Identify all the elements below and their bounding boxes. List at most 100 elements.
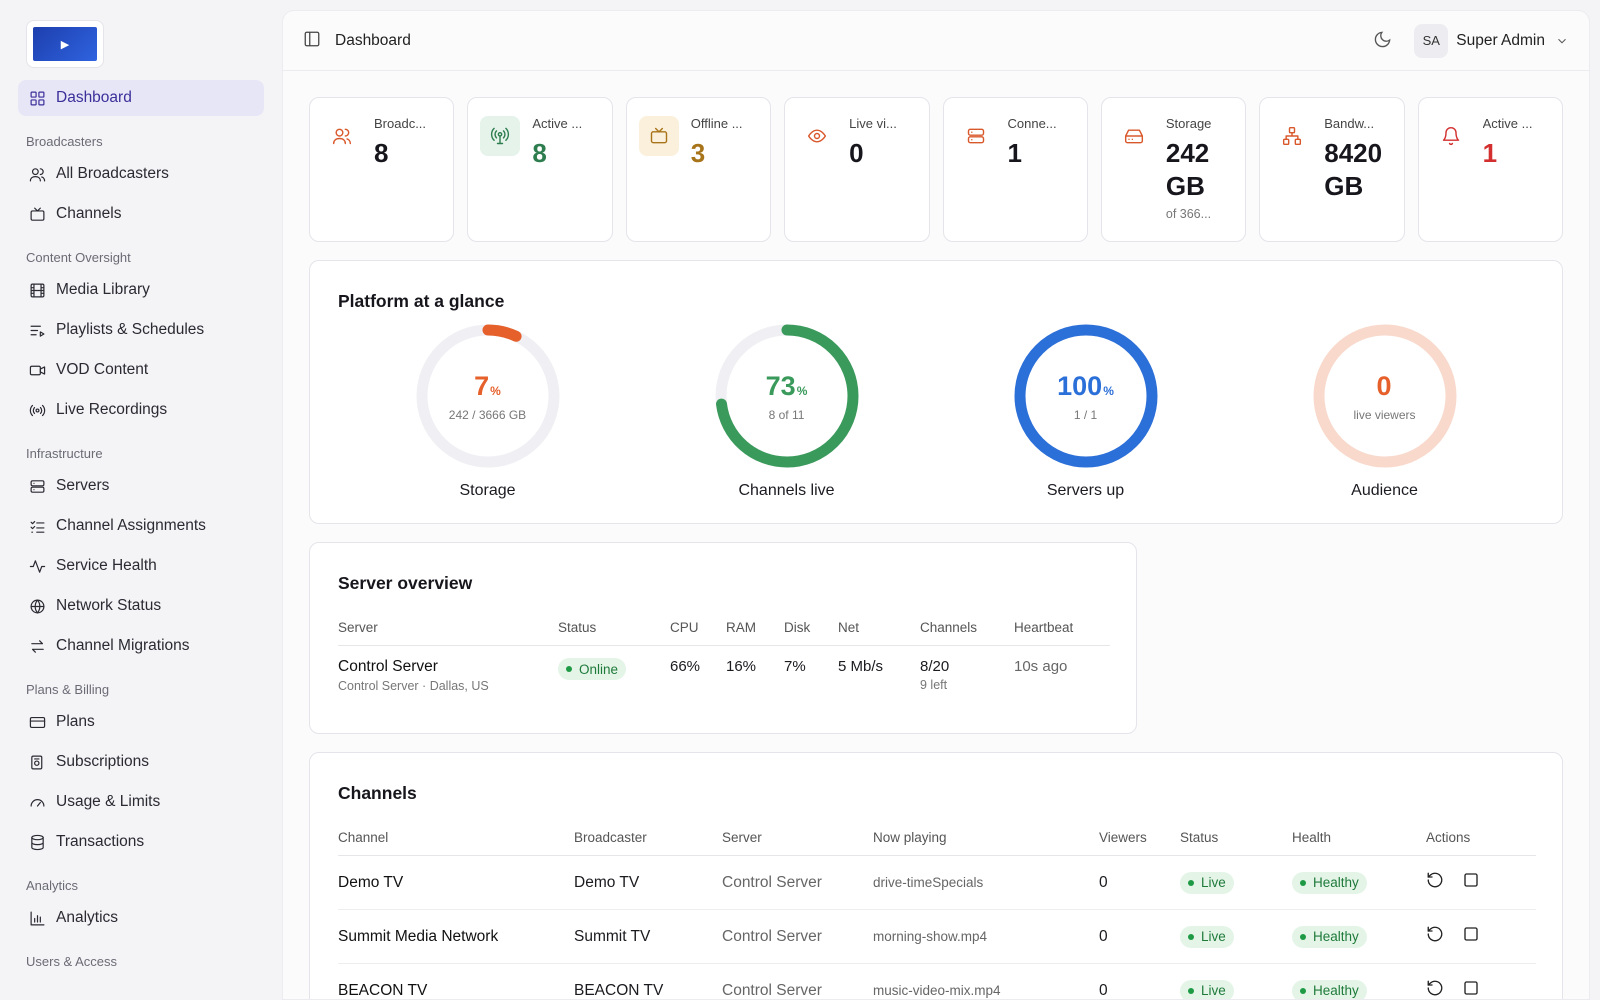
sidebar-item-dashboard[interactable]: Dashboard [18,80,264,116]
gauge-sub: 1 / 1 [1073,407,1098,422]
server-overview-card: Server overview Server Status CPU RAM Di… [309,542,1137,734]
heartbeat-value: 10s ago [1014,658,1068,675]
moon-icon[interactable] [1373,30,1392,52]
status-dot-icon [1188,987,1194,994]
stat-card-active-channels[interactable]: Active ... 8 [467,97,613,242]
health-dot-icon [1300,987,1306,994]
sidebar-item-channels[interactable]: Channels [18,196,264,232]
column-header[interactable]: RAM [726,620,784,646]
sidebar-item-playlists[interactable]: Playlists & Schedules [18,312,264,348]
column-header[interactable]: Status [1180,830,1292,856]
column-header[interactable]: Viewers [1099,830,1180,856]
stat-label: Active ... [532,116,583,131]
sidebar-item-servers[interactable]: Servers [18,468,264,504]
stat-value: 8420 GB [1324,138,1383,201]
gauge-channels-live: 73% 8 of 11 Channels live [637,320,936,500]
column-header[interactable]: Disk [784,620,838,646]
table-row[interactable]: Control Server Control Server · Dallas, U… [338,646,1110,693]
column-header[interactable]: Server [722,830,873,856]
stat-card-connected-servers[interactable]: Conne... 1 [942,97,1088,242]
column-header[interactable]: Health [1292,830,1426,856]
sidebar-item-plans[interactable]: Plans [18,704,264,740]
broadcaster-name: Demo TV [574,855,722,910]
sidebar-item-media-library[interactable]: Media Library [18,272,264,308]
sidebar-item-analytics[interactable]: Analytics [18,900,264,936]
sidebar-item-subscriptions[interactable]: Subscriptions [18,744,264,780]
table-row[interactable]: Demo TV Demo TV Control Server drive-tim… [338,855,1536,910]
restart-icon[interactable] [1426,871,1444,889]
stop-icon[interactable] [1462,871,1480,889]
logo[interactable]: ▶ [26,20,104,68]
stat-value: 8 [374,138,389,168]
page-title: Dashboard [335,31,411,49]
sidebar-item-vod[interactable]: VOD Content [18,352,264,388]
column-header[interactable]: Now playing [873,830,1099,856]
sidebar-item-service-health[interactable]: Service Health [18,548,264,584]
users-icon [322,116,362,156]
status-badge: Live [1180,871,1234,894]
gauge-sub: 8 of 11 [768,407,805,422]
stat-cards: Broadc... 8 Active ... 8 Offline ... 3 Live… [309,97,1563,242]
stat-value: 1 [1482,138,1498,168]
table-row[interactable]: BEACON TV BEACON TV Control Server music… [338,963,1536,999]
server-table: Server Status CPU RAM Disk Net Channels … [338,620,1110,693]
stat-card-bandwidth[interactable]: Bandw... 8420 GB [1259,97,1405,242]
broadcaster-name: BEACON TV [574,963,722,999]
gauge-value: 100% [1057,370,1114,401]
glance-title: Platform at a glance [338,291,505,311]
stat-label: Offline ... [690,116,743,131]
sidebar-item-channel-migrations[interactable]: Channel Migrations [18,628,264,664]
stat-card-storage[interactable]: Storage 242 GB of 366... [1100,97,1247,242]
stat-card-active-alerts[interactable]: Active ... 1 [1417,97,1563,242]
sidebar-item-label: VOD Content [56,361,149,378]
column-header[interactable]: Channels [920,620,1014,646]
sidebar-item-label: Playlists & Schedules [56,321,205,338]
server-name[interactable]: Control Server [338,658,438,675]
restart-icon[interactable] [1426,979,1444,997]
stop-icon[interactable] [1462,925,1480,943]
table-row[interactable]: Summit Media Network Summit TV Control S… [338,909,1536,964]
stat-card-broadcasters[interactable]: Broadc... 8 [309,97,455,242]
stat-card-live-viewers[interactable]: Live vi... 0 [784,97,930,242]
network-icon [1272,116,1313,156]
gauge-audience: 0 live viewers Audience [1235,320,1534,500]
status-dot-icon [1188,879,1194,886]
sidebar-item-all-broadcasters[interactable]: All Broadcasters [18,156,264,192]
section-content-oversight: Content Oversight [26,250,131,265]
sidebar-item-live-recordings[interactable]: Live Recordings [18,392,264,428]
gauge-value: 73% [765,370,808,401]
restart-icon[interactable] [1426,925,1444,943]
gauge-sub: 242 / 3666 GB [448,407,527,422]
column-header[interactable]: Net [838,620,920,646]
sidebar-item-label: Live Recordings [56,401,168,418]
eye-icon [797,116,838,156]
stop-icon[interactable] [1462,979,1480,997]
gauge-name: Audience [1351,482,1418,499]
status-badge: Live [1180,925,1234,948]
sidebar-toggle-icon[interactable] [303,30,321,51]
column-header[interactable]: Channel [338,830,574,856]
status-dot-icon [1188,933,1194,940]
stat-card-offline-channels[interactable]: Offline ... 3 [625,97,772,242]
sidebar-item-network-status[interactable]: Network Status [18,588,264,624]
column-header[interactable]: Broadcaster [574,830,722,856]
column-header[interactable]: Status [558,620,670,646]
channel-name[interactable]: BEACON TV [338,963,574,999]
stat-label: Active ... [1482,116,1533,131]
sidebar-item-transactions[interactable]: Transactions [18,824,264,860]
sidebar-item-label: Servers [56,477,110,494]
sidebar-item-usage-limits[interactable]: Usage & Limits [18,784,264,820]
sidebar-item-channel-assignments[interactable]: Channel Assignments [18,508,264,544]
sidebar-item-label: Analytics [56,909,119,926]
net-value: 5 Mb/s [838,658,884,675]
user-menu[interactable]: SA Super Admin [1414,23,1569,58]
column-header[interactable]: CPU [670,620,726,646]
channel-name[interactable]: Summit Media Network [338,909,574,964]
column-header[interactable]: Heartbeat [1014,620,1110,646]
database-icon [28,833,46,851]
sidebar-item-label: Plans [56,713,95,730]
channel-name[interactable]: Demo TV [338,855,574,910]
status-badge: Live [1180,979,1234,999]
column-header[interactable]: Server [338,620,558,646]
channels-value: 8/20 [920,658,950,675]
